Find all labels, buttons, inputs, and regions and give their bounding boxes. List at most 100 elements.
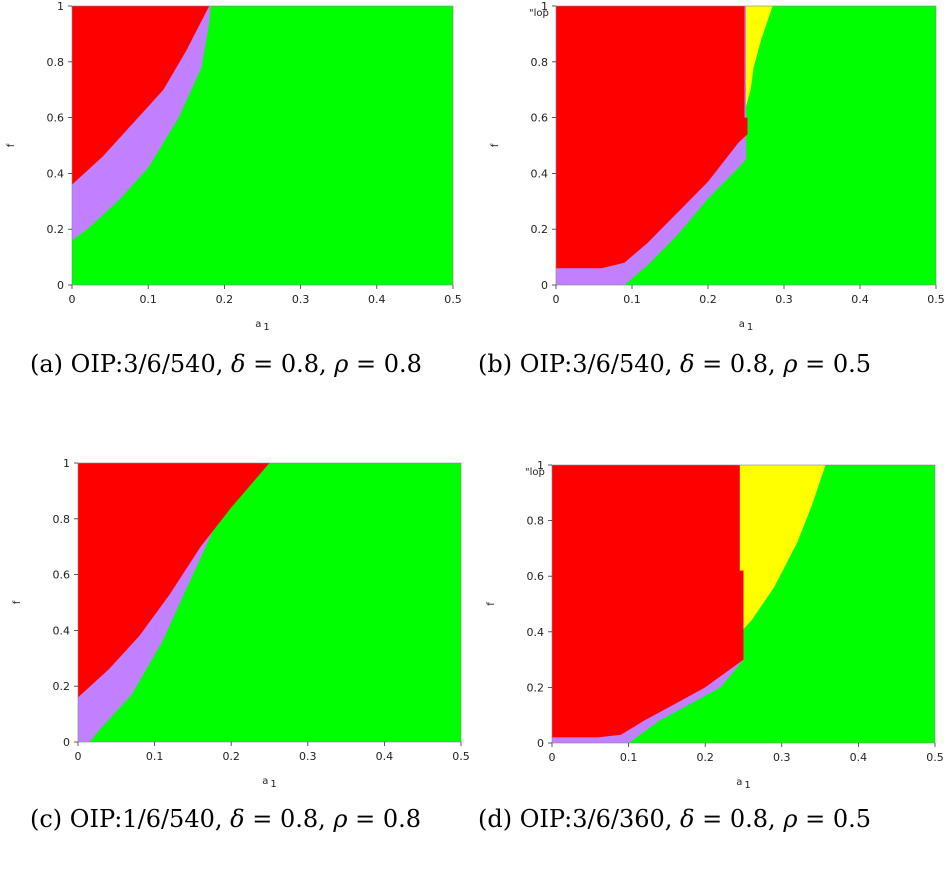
x-tick-label: 0 <box>69 293 76 306</box>
x-axis-label-base: a <box>736 777 742 788</box>
y-tick-label: 0.4 <box>527 626 545 639</box>
chart-a-caption-delta-symbol: δ <box>231 350 246 378</box>
y-tick-label: 0.6 <box>527 570 545 583</box>
chart-d-caption-delta-symbol: δ <box>680 805 695 833</box>
chart-c-caption-prefix: (c) OIP:1/6/540, <box>30 805 223 833</box>
x-tick-label: 0.1 <box>623 293 641 306</box>
x-tick-label: 0.5 <box>927 293 945 306</box>
plot-frame <box>555 5 937 286</box>
y-tick-label: 0.2 <box>47 223 65 236</box>
x-tick-label: 0 <box>75 750 82 763</box>
plot-frame <box>551 464 936 744</box>
x-tick-label: 0 <box>549 751 556 764</box>
x-axis-label-base: a <box>255 319 261 330</box>
y-tick-label: 0 <box>541 279 548 292</box>
y-tick-label: 1 <box>541 0 548 13</box>
y-tick-label: 0 <box>57 279 64 292</box>
x-tick-label: 0.5 <box>452 750 470 763</box>
chart-d-caption-rho-value: = 0.5 <box>805 805 871 833</box>
x-axis-label-subscript: 1 <box>270 779 276 790</box>
x-axis-label-subscript: 1 <box>747 322 753 333</box>
x-axis-label-base: a <box>739 319 745 330</box>
y-axis-label: f <box>6 143 17 147</box>
chart-d-svg: 0 0.1 0.2 0.3 0.4 0.500.20.40.60.81a 1f"lop <box>486 459 944 791</box>
x-axis-label-subscript: 1 <box>263 322 269 333</box>
chart-a-caption-delta-value: = 0.8, <box>253 350 327 378</box>
region-red-2 <box>72 6 210 185</box>
y-tick-label: 0.8 <box>47 56 65 69</box>
chart-d-caption-prefix: (d) OIP:3/6/360, <box>478 805 673 833</box>
region-yellow-1 <box>739 465 826 629</box>
y-tick-label: 0.2 <box>53 680 71 693</box>
stray-key-label: "lop <box>525 467 545 478</box>
chart-a-svg: 0 0.1 0.2 0.3 0.4 0.500.20.40.60.81a 1f <box>6 0 462 333</box>
chart-d-caption: (d) OIP:3/6/360, δ = 0.8, ρ = 0.5 <box>478 805 871 833</box>
x-tick-label: 0.1 <box>620 751 638 764</box>
x-tick-label: 0.3 <box>299 750 317 763</box>
chart-b-caption-rho-value: = 0.5 <box>805 350 871 378</box>
chart-c-caption-rho-symbol: ρ <box>333 805 348 833</box>
plot-frame <box>71 5 454 286</box>
x-tick-label: 0.2 <box>222 750 240 763</box>
chart-c-caption-delta-value: = 0.8, <box>252 805 326 833</box>
y-tick-label: 1 <box>537 459 544 472</box>
y-tick-label: 0 <box>63 736 70 749</box>
chart-c-caption: (c) OIP:1/6/540, δ = 0.8, ρ = 0.8 <box>30 805 421 833</box>
y-tick-label: 0.2 <box>531 223 549 236</box>
x-tick-label: 0.5 <box>444 293 462 306</box>
x-tick-label: 0.4 <box>851 293 869 306</box>
region-red-2 <box>78 463 270 698</box>
region-red-3 <box>552 465 744 738</box>
chart-a-caption-rho-value: = 0.8 <box>356 350 422 378</box>
plot-frame <box>77 462 462 743</box>
y-tick-label: 0.2 <box>527 681 545 694</box>
y-tick-label: 0 <box>537 737 544 750</box>
stray-key-label: "lop <box>529 8 549 19</box>
chart-c-svg: 0 0.1 0.2 0.3 0.4 0.500.20.40.60.81a 1f <box>12 457 470 790</box>
x-tick-label: 0.2 <box>699 293 717 306</box>
chart-panel-d: 0 0.1 0.2 0.3 0.4 0.5 0 0.2 0.4 0.6 0.8 1 a 1 f "lop (d… <box>478 455 948 870</box>
x-tick-label: 0.2 <box>216 293 234 306</box>
x-tick-label: 0.2 <box>696 751 714 764</box>
chart-b-caption-delta-symbol: δ <box>680 350 695 378</box>
x-axis-label-base: a <box>262 776 268 787</box>
y-tick-label: 0.8 <box>527 515 545 528</box>
y-tick-label: 0.4 <box>47 167 65 180</box>
chart-c-caption-delta-symbol: δ <box>230 805 245 833</box>
y-tick-label: 1 <box>63 457 70 470</box>
x-axis-label-subscript: 1 <box>744 780 750 791</box>
x-tick-label: 0.1 <box>146 750 164 763</box>
chart-panel-a: 0 0.1 0.2 0.3 0.4 0.5 0 0.2 0.4 0.6 0.8 1 a 1 f (a) OI… <box>0 0 470 420</box>
y-axis-label: f <box>486 602 497 606</box>
y-tick-label: 0.8 <box>531 56 549 69</box>
chart-b-caption: (b) OIP:3/6/540, δ = 0.8, ρ = 0.5 <box>478 350 871 378</box>
chart-b-svg: 0 0.1 0.2 0.3 0.4 0.500.20.40.60.81a 1f"lop <box>490 0 945 333</box>
chart-d-caption-delta-value: = 0.8, <box>702 805 776 833</box>
x-tick-label: 0.3 <box>292 293 310 306</box>
x-tick-label: 0.3 <box>775 293 793 306</box>
chart-d-caption-rho-symbol: ρ <box>783 805 798 833</box>
chart-a-caption: (a) OIP:3/6/540, δ = 0.8, ρ = 0.8 <box>30 350 422 378</box>
chart-b-caption-delta-value: = 0.8, <box>702 350 776 378</box>
x-tick-label: 0.5 <box>926 751 944 764</box>
chart-c-caption-rho-value: = 0.8 <box>355 805 422 833</box>
chart-b-caption-prefix: (b) OIP:3/6/540, <box>478 350 673 378</box>
y-tick-label: 0.4 <box>531 167 549 180</box>
chart-panel-c: 0 0.1 0.2 0.3 0.4 0.5 0 0.2 0.4 0.6 0.8 1 a 1 f (c) OI… <box>0 455 470 870</box>
x-tick-label: 0.4 <box>368 293 386 306</box>
x-tick-label: 0.3 <box>773 751 791 764</box>
y-axis-label: f <box>490 143 501 147</box>
region-yellow-1 <box>744 6 773 118</box>
y-tick-label: 1 <box>57 0 64 13</box>
x-tick-label: 0 <box>553 293 560 306</box>
y-tick-label: 0.4 <box>53 624 71 637</box>
y-tick-label: 0.8 <box>53 513 71 526</box>
x-tick-label: 0.4 <box>850 751 868 764</box>
y-tick-label: 0.6 <box>53 569 71 582</box>
region-red-3 <box>556 6 748 269</box>
y-axis-label: f <box>12 600 23 604</box>
x-tick-label: 0.1 <box>139 293 157 306</box>
